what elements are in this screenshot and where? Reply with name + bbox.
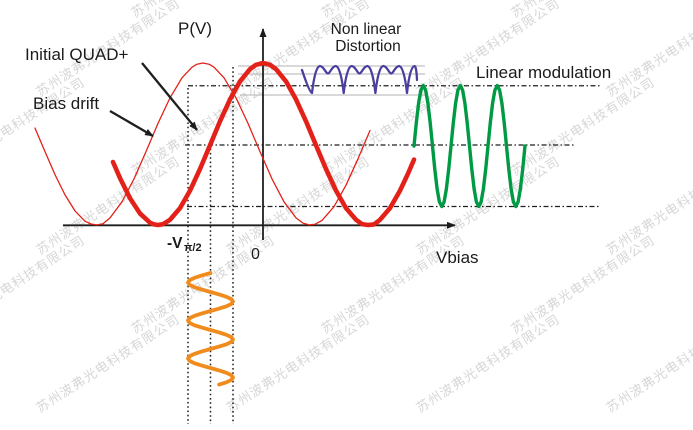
transfer-curve-drifted <box>110 60 417 228</box>
watermark-text: 苏州波弗光电科技有限公司 <box>413 311 562 415</box>
watermark-text: 苏州波弗光电科技有限公司 <box>223 311 372 415</box>
watermark-text: 苏州波弗光电科技有限公司 <box>33 153 182 257</box>
bias-drift-label: Bias drift <box>33 94 99 113</box>
initial-quad-arrow <box>141 62 198 131</box>
watermark-text: 苏州波弗光电科技有限公司 <box>223 153 372 257</box>
watermark-text: 苏州波弗光电科技有限公司 <box>508 74 657 178</box>
linear-modulation-label: Linear modulation <box>476 63 611 82</box>
watermark-text: 苏州波弗光电科技有限公司 <box>318 74 467 178</box>
watermark-text: 苏州波弗光电科技有限公司 <box>0 0 88 21</box>
nonlinear-label-line1: Non linear <box>331 21 402 38</box>
drive-signal-wave <box>186 271 235 387</box>
watermark-text: 苏州波弗光电科技有限公司 <box>413 0 562 100</box>
bias-drift-arrow <box>109 110 154 137</box>
transfer-curve-initial <box>34 62 371 226</box>
y-axis-label: P(V) <box>178 19 212 38</box>
nonlinear-distortion-wave <box>300 64 419 95</box>
initial-quad-label: Initial QUAD+ <box>25 45 129 64</box>
linear-modulation-wave <box>412 83 527 209</box>
quad-voltage-subscript: π/2 <box>184 242 202 254</box>
nonlinear-label-line2: Distortion <box>335 38 400 55</box>
origin-label: 0 <box>251 246 260 263</box>
watermark-text: 苏州波弗光电科技有限公司 <box>33 311 182 415</box>
quad-voltage-label: -V <box>167 235 183 252</box>
watermark-text: 苏州波弗光电科技有限公司 <box>508 232 657 336</box>
x-axis-label: Vbias <box>436 248 479 267</box>
watermark-text: 苏州波弗光电科技有限公司 <box>603 311 693 415</box>
